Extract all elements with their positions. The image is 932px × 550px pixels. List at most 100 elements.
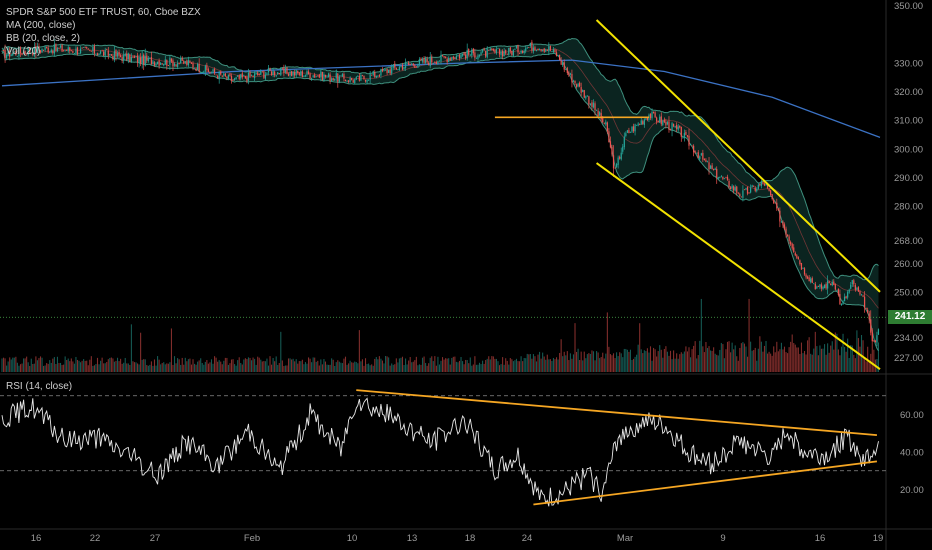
volume-bar xyxy=(773,346,775,372)
volume-bar xyxy=(822,348,824,372)
candle-body xyxy=(776,202,778,209)
volume-bar xyxy=(173,356,176,372)
volume-bar xyxy=(551,360,553,372)
candle-body xyxy=(183,61,185,64)
candle-body xyxy=(32,52,34,55)
candle-body xyxy=(369,74,371,80)
volume-bar xyxy=(737,360,739,372)
volume-bar xyxy=(750,341,752,372)
candle-body xyxy=(794,253,796,256)
volume-bar xyxy=(659,345,661,372)
volume-bar xyxy=(840,346,843,372)
candle-body xyxy=(78,53,80,54)
volume-bar xyxy=(187,359,189,372)
candle-body xyxy=(753,185,755,187)
volume-bar xyxy=(577,348,579,372)
candle-body xyxy=(409,63,411,65)
candle-body xyxy=(320,71,322,78)
candle-body xyxy=(35,46,37,54)
volume-bar xyxy=(434,356,436,372)
candle-body xyxy=(201,72,203,74)
volume-bar xyxy=(55,364,57,372)
candle-body xyxy=(98,53,100,55)
volume-bar xyxy=(442,357,444,372)
volume-bar xyxy=(594,360,596,372)
candle-body xyxy=(729,187,732,190)
candle-body xyxy=(700,153,702,156)
volume-bar xyxy=(492,356,494,372)
candle-body xyxy=(133,56,136,58)
candle-body xyxy=(495,49,498,54)
volume-bar xyxy=(81,360,83,372)
candle-body xyxy=(535,50,538,52)
candle-body xyxy=(694,151,696,153)
volume-bar xyxy=(429,357,431,372)
candle-body xyxy=(164,59,166,65)
candle-body xyxy=(619,156,621,159)
volume-bar xyxy=(873,349,875,372)
candle-body xyxy=(41,48,43,53)
candle-body xyxy=(579,82,581,87)
candle-body xyxy=(466,50,468,59)
candle-body xyxy=(703,158,706,160)
candle-body xyxy=(62,50,65,52)
candle-body xyxy=(713,169,715,170)
volume-bar xyxy=(110,357,112,372)
candle-body xyxy=(203,71,205,73)
candle-body xyxy=(361,75,364,77)
candle-body xyxy=(845,296,847,299)
candle-body xyxy=(269,68,271,71)
candle-body xyxy=(542,49,544,51)
candle-body xyxy=(126,53,128,61)
candle-body xyxy=(511,50,513,55)
volume-bar xyxy=(331,358,333,372)
candle-body xyxy=(555,52,558,57)
volume-bar xyxy=(489,359,491,372)
volume-bar xyxy=(418,364,420,372)
candle-body xyxy=(632,126,635,132)
volume-bar xyxy=(586,354,588,372)
candle-body xyxy=(280,67,282,76)
candle-body xyxy=(588,96,590,105)
volume-bar xyxy=(539,351,541,372)
candle-body xyxy=(79,48,82,54)
candle-body xyxy=(300,71,302,76)
volume-bar xyxy=(161,363,163,372)
candle-body xyxy=(343,74,345,79)
volume-bar xyxy=(576,351,578,372)
volume-bar xyxy=(258,357,260,372)
candle-body xyxy=(589,103,592,106)
volume-bar xyxy=(129,364,131,372)
volume-bar xyxy=(688,347,690,372)
volume-bar xyxy=(115,360,117,372)
volume-bar xyxy=(714,353,716,372)
candle-body xyxy=(457,55,459,57)
candle-body xyxy=(377,75,379,77)
legend-bb[interactable]: BB (20, close, 2) xyxy=(6,33,80,44)
candle-body xyxy=(104,49,106,56)
volume-bar xyxy=(508,364,510,372)
candle-body xyxy=(95,53,97,55)
legend-ma200[interactable]: MA (200, close) xyxy=(6,20,76,31)
candle-body xyxy=(210,72,213,74)
candle-body xyxy=(737,192,739,194)
candle-body xyxy=(468,49,470,55)
candle-body xyxy=(563,62,565,70)
volume-bar xyxy=(112,358,114,372)
candle-body xyxy=(397,69,399,71)
volume-bar xyxy=(443,359,445,372)
volume-bar xyxy=(155,365,157,372)
volume-bar xyxy=(549,359,551,372)
legend-rsi[interactable]: RSI (14, close) xyxy=(6,381,73,392)
volume-bar xyxy=(807,340,809,372)
bb-lower-line xyxy=(1,49,879,352)
volume-bar xyxy=(286,365,288,372)
volume-bar xyxy=(315,361,317,372)
price-tick-label: 234.00 xyxy=(894,333,923,344)
volume-bar xyxy=(557,359,559,372)
volume-bar xyxy=(240,362,242,372)
volume-bar xyxy=(552,357,554,372)
candle-body xyxy=(247,72,250,81)
legend-volume[interactable]: Vol (20) xyxy=(6,46,41,57)
